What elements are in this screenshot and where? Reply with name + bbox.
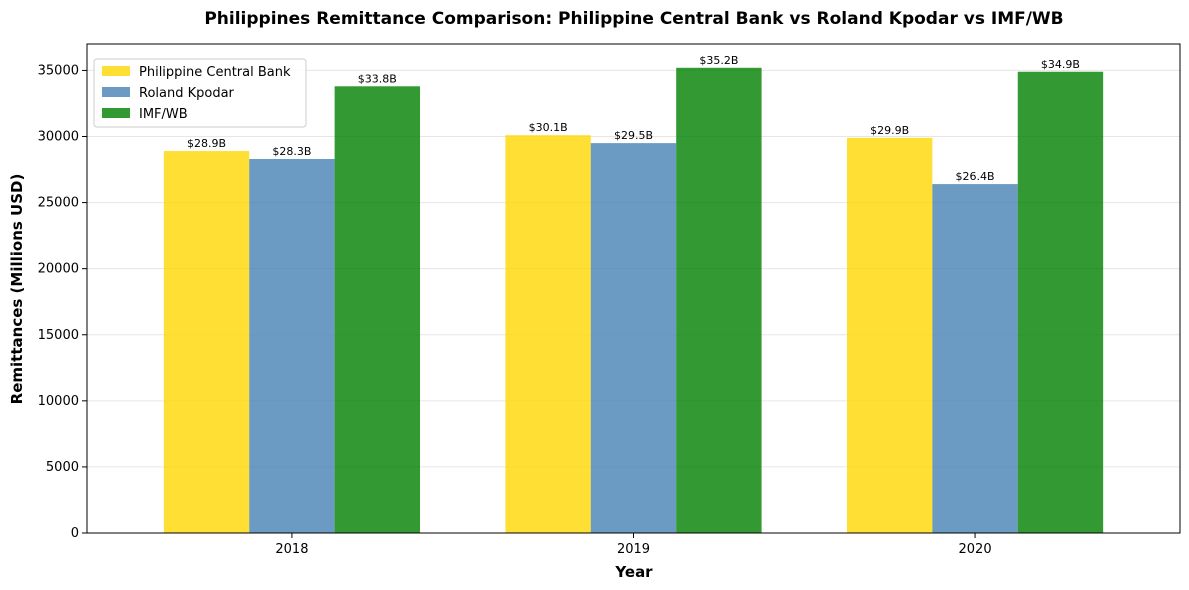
data-label: $26.4B [956,170,995,183]
chart-title: Philippines Remittance Comparison: Phili… [204,9,1063,29]
data-label: $35.2B [699,54,738,67]
bar [590,143,677,533]
y-tick-label: 35000 [38,63,79,78]
x-tick-label: 2018 [275,542,308,557]
y-axis: 0 5000 10000 15000 20000 25000 30000 35000 [38,63,87,541]
bar [846,137,933,533]
bar [932,184,1018,533]
data-label: $33.8B [358,72,397,85]
data-label: $29.9B [870,124,909,137]
legend-swatch [102,87,130,97]
bar [505,135,591,533]
y-tick-label: 10000 [38,394,79,409]
legend: Philippine Central Bank Roland Kpodar IMF/… [93,58,307,128]
x-axis-label: Year [614,563,653,581]
legend-label: IMF/WB [139,107,188,122]
y-tick-label: 0 [71,526,79,541]
y-tick-label: 5000 [46,460,79,475]
legend-swatch [102,66,130,76]
data-label: $34.9B [1041,58,1080,71]
legend-label: Roland Kpodar [139,86,235,101]
bar [334,86,421,533]
y-tick-label: 30000 [38,130,79,145]
bars [163,67,1104,534]
y-tick-label: 20000 [38,262,79,277]
bar [1017,71,1104,533]
x-axis: 2018 2019 2020 [275,533,992,557]
y-tick-label: 25000 [38,196,79,211]
x-tick-label: 2019 [617,542,650,557]
data-labels: $28.9B $30.1B $29.9B $28.3B $29.5B $26.4B $33.… [187,54,1080,183]
bar [249,158,335,533]
data-label: $28.3B [272,145,311,158]
data-label: $30.1B [529,121,568,134]
data-label: $29.5B [614,129,653,142]
bar [676,67,762,534]
data-label: $28.9B [187,137,226,150]
x-tick-label: 2020 [959,542,992,557]
y-tick-label: 15000 [38,328,79,343]
y-axis-label: Remittances (Millions USD) [8,174,26,405]
legend-box [93,58,307,128]
legend-swatch [102,108,130,118]
bar [163,151,250,534]
legend-label: Philippine Central Bank [139,65,291,80]
